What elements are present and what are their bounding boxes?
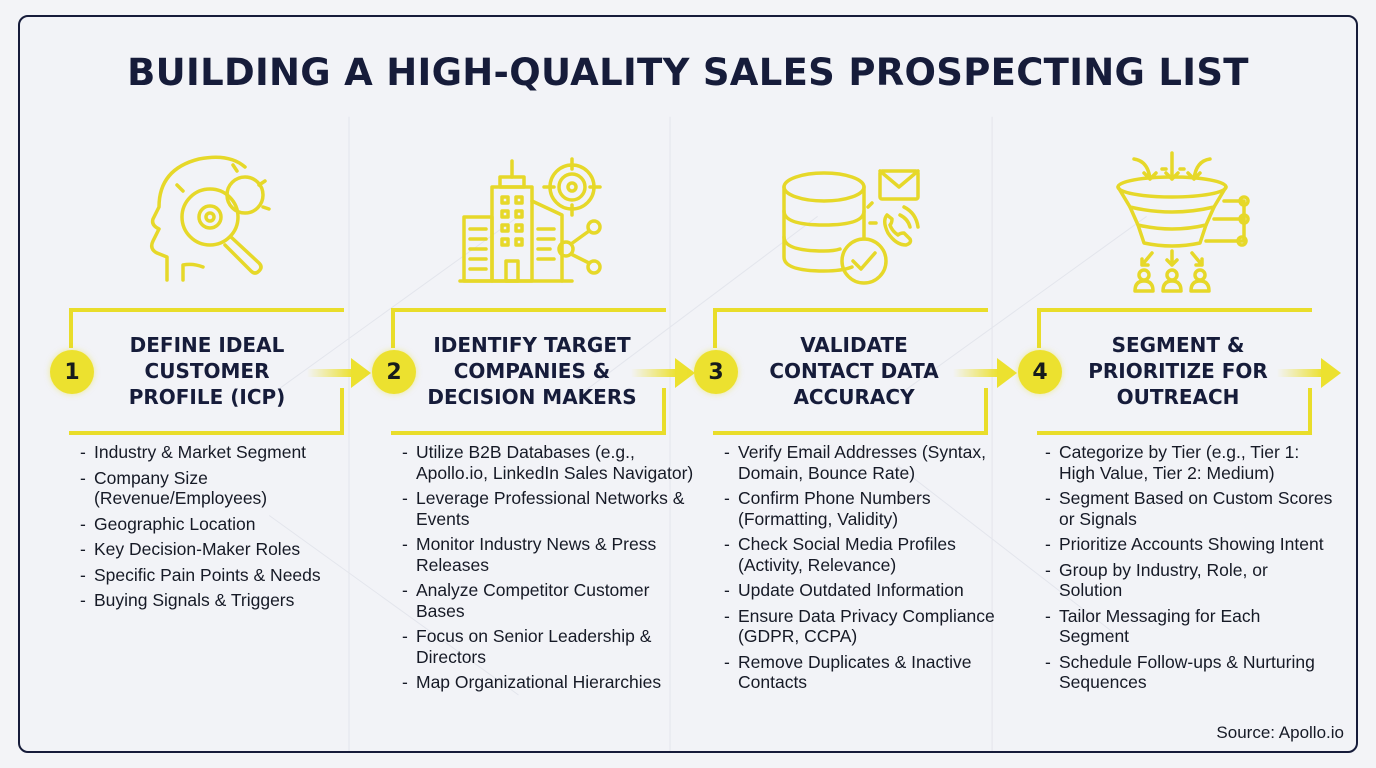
list-item: Update Outdated Information xyxy=(724,580,1014,601)
list-item: Monitor Industry News & Press Releases xyxy=(402,534,702,575)
source-credit: Source: Apollo.io xyxy=(1216,723,1344,742)
bracket-left-line xyxy=(713,308,717,348)
bracket-frame xyxy=(1037,308,1312,435)
bracket-frame xyxy=(69,308,344,435)
list-item: Analyze Competitor Customer Bases xyxy=(402,580,702,621)
list-item: Check Social Media Profiles (Activity, R… xyxy=(724,534,1014,575)
list-item: Prioritize Accounts Showing Intent xyxy=(1045,534,1335,555)
list-item: Utilize B2B Databases (e.g., Apollo.io, … xyxy=(402,442,702,483)
bracket-right-line xyxy=(340,388,344,435)
step-title-line: COMPANIES & xyxy=(453,359,611,383)
arrow-right-icon xyxy=(1277,358,1341,388)
bracket-frame xyxy=(391,308,666,435)
step-title-line: PROFILE (ICP) xyxy=(128,385,286,409)
list-item: Categorize by Tier (e.g., Tier 1: High V… xyxy=(1045,442,1335,483)
step-title-line: DECISION MAKERS xyxy=(427,385,637,409)
bracket-frame xyxy=(713,308,988,435)
step-4-box: 4 SEGMENT & PRIORITIZE FOR OUTREACH xyxy=(1015,308,1345,435)
list-item: Geographic Location xyxy=(80,514,340,535)
head-gears-magnifier-icon xyxy=(137,145,297,295)
step-number-badge: 1 xyxy=(50,350,94,394)
step-number-badge: 3 xyxy=(694,350,738,394)
bracket-left-line xyxy=(391,308,395,348)
funnel-segments-people-icon xyxy=(1104,145,1264,295)
list-item: Schedule Follow-ups & Nurturing Sequence… xyxy=(1045,652,1335,693)
bracket-right-line xyxy=(984,388,988,435)
arrow-right-icon xyxy=(631,358,695,388)
arrow-right-icon xyxy=(953,358,1017,388)
step-title-line: ACCURACY xyxy=(793,385,915,409)
step-title-line: OUTREACH xyxy=(1116,385,1240,409)
bracket-right-line xyxy=(1308,388,1312,435)
list-item: Map Organizational Hierarchies xyxy=(402,672,702,693)
bracket-right-line xyxy=(662,388,666,435)
step-title-line: CUSTOMER xyxy=(144,359,270,383)
step-title-line: CONTACT DATA xyxy=(769,359,939,383)
arrow-right-icon xyxy=(307,358,371,388)
list-item: Remove Duplicates & Inactive Contacts xyxy=(724,652,1014,693)
list-item: Confirm Phone Numbers (Formatting, Valid… xyxy=(724,488,1014,529)
page-title: BUILDING A HIGH-QUALITY SALES PROSPECTIN… xyxy=(127,51,1249,94)
step-number-badge: 4 xyxy=(1018,350,1062,394)
list-item: Buying Signals & Triggers xyxy=(80,590,340,611)
list-item: Key Decision-Maker Roles xyxy=(80,539,340,560)
infographic-frame: BUILDING A HIGH-QUALITY SALES PROSPECTIN… xyxy=(18,15,1358,753)
list-item: Tailor Messaging for Each Segment xyxy=(1045,606,1335,647)
list-item: Verify Email Addresses (Syntax, Domain, … xyxy=(724,442,1014,483)
step-1-list: Industry & Market Segment Company Size (… xyxy=(80,442,340,616)
list-item: Ensure Data Privacy Compliance (GDPR, CC… xyxy=(724,606,1014,647)
buildings-target-network-icon xyxy=(450,145,610,295)
bracket-left-line xyxy=(1037,308,1041,348)
step-title: IDENTIFY TARGET COMPANIES & DECISION MAK… xyxy=(417,332,647,410)
list-item: Focus on Senior Leadership & Directors xyxy=(402,626,702,667)
step-2-box: 2 IDENTIFY TARGET COMPANIES & DECISION M… xyxy=(369,308,695,435)
step-title: SEGMENT & PRIORITIZE FOR OUTREACH xyxy=(1073,332,1283,410)
list-item: Specific Pain Points & Needs xyxy=(80,565,340,586)
list-item: Company Size (Revenue/Employees) xyxy=(80,468,340,509)
database-check-email-phone-icon xyxy=(772,145,932,295)
list-item: Segment Based on Custom Scores or Signal… xyxy=(1045,488,1335,529)
step-3-list: Verify Email Addresses (Syntax, Domain, … xyxy=(724,442,1014,698)
step-title-line: VALIDATE xyxy=(800,333,908,357)
step-title: VALIDATE CONTACT DATA ACCURACY xyxy=(749,332,959,410)
step-3-box: 3 VALIDATE CONTACT DATA ACCURACY xyxy=(691,308,1017,435)
step-title: DEFINE IDEAL CUSTOMER PROFILE (ICP) xyxy=(107,332,307,410)
step-number-badge: 2 xyxy=(372,350,416,394)
step-title-line: IDENTIFY TARGET xyxy=(433,333,631,357)
step-1-box: 1 DEFINE IDEAL CUSTOMER PROFILE (ICP) xyxy=(47,308,371,435)
list-item: Industry & Market Segment xyxy=(80,442,340,463)
list-item: Leverage Professional Networks & Events xyxy=(402,488,702,529)
step-4-list: Categorize by Tier (e.g., Tier 1: High V… xyxy=(1045,442,1335,698)
step-title-line: PRIORITIZE FOR xyxy=(1088,359,1268,383)
step-2-list: Utilize B2B Databases (e.g., Apollo.io, … xyxy=(402,442,702,698)
bracket-left-line xyxy=(69,308,73,348)
step-title-line: SEGMENT & xyxy=(1111,333,1245,357)
step-title-line: DEFINE IDEAL xyxy=(129,333,285,357)
list-item: Group by Industry, Role, or Solution xyxy=(1045,560,1335,601)
